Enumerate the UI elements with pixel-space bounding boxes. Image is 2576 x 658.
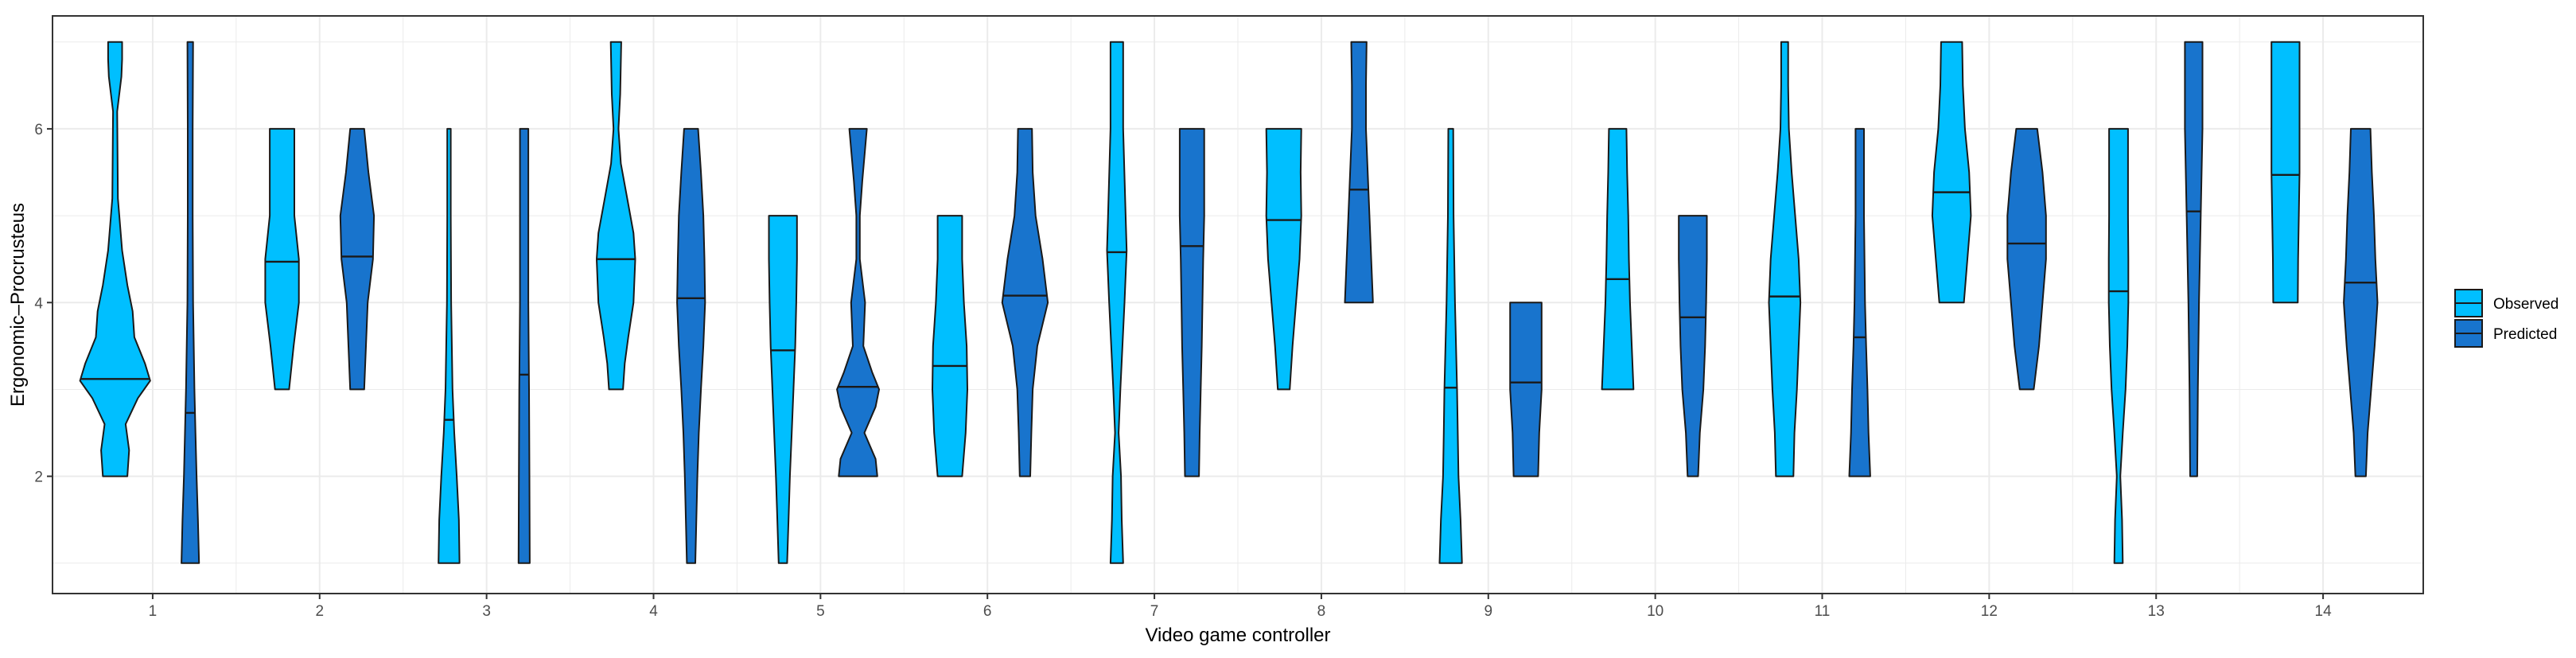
violin-predicted-4 [676, 127, 706, 564]
violin-predicted-8 [1344, 41, 1374, 304]
x-tick-label: 11 [1815, 603, 1831, 620]
y-axis-title: Ergonomic–Procrusteus [7, 203, 29, 407]
x-tick-label: 1 [149, 603, 158, 620]
x-tick-label: 3 [482, 603, 491, 620]
x-tick-label: 10 [1647, 603, 1664, 620]
panel-border [52, 15, 2424, 594]
x-tick-label: 14 [2315, 603, 2333, 620]
violin-observed-10 [1601, 127, 1635, 391]
violin-predicted-10 [1678, 215, 1708, 477]
violin-observed-12 [1931, 41, 1972, 304]
violin-observed-8 [1265, 127, 1302, 391]
violin-observed-2 [264, 127, 300, 391]
violin-observed-11 [1768, 41, 1802, 477]
violin-observed-3 [438, 127, 461, 564]
violin-observed-9 [1438, 127, 1463, 564]
x-tick-label: 5 [816, 603, 825, 620]
violin-predicted-5 [836, 127, 880, 477]
x-tick-label: 6 [983, 603, 992, 620]
x-tick-label: 8 [1317, 603, 1326, 620]
violin-observed-13 [2107, 127, 2130, 564]
violin-predicted-3 [517, 127, 531, 564]
violin-predicted-12 [2006, 127, 2047, 391]
violin-predicted-13 [2184, 41, 2204, 477]
violin-observed-4 [596, 41, 636, 391]
violin-predicted-1 [181, 41, 200, 564]
violin-observed-6 [932, 215, 968, 477]
violin-predicted-7 [1178, 127, 1205, 477]
x-tick-label: 9 [1484, 603, 1492, 620]
x-tick-label: 2 [315, 603, 324, 620]
y-tick-label: 2 [34, 469, 43, 486]
violin-predicted-11 [1848, 127, 1871, 477]
legend-label-observed: Observed [2493, 296, 2558, 313]
x-tick-label: 7 [1150, 603, 1159, 620]
violins [79, 41, 2379, 564]
violin-predicted-9 [1509, 302, 1543, 477]
legend: Observed Predicted [2454, 289, 2558, 348]
violin-observed-1 [79, 41, 151, 477]
x-tick-label: 13 [2148, 603, 2165, 620]
violin-observed-7 [1106, 41, 1128, 564]
x-axis-title: Video game controller [1145, 625, 1330, 646]
x-tick-label: 4 [649, 603, 658, 620]
violin-predicted-6 [1001, 127, 1049, 477]
legend-label-predicted: Predicted [2493, 326, 2557, 343]
violin-observed-5 [768, 215, 798, 564]
violin-observed-14 [2271, 41, 2301, 304]
y-tick-label: 6 [34, 122, 43, 138]
y-tick-label: 4 [34, 295, 43, 312]
violin-predicted-14 [2343, 127, 2379, 477]
x-tick-label: 12 [1981, 603, 1998, 620]
violin-predicted-2 [339, 127, 376, 391]
